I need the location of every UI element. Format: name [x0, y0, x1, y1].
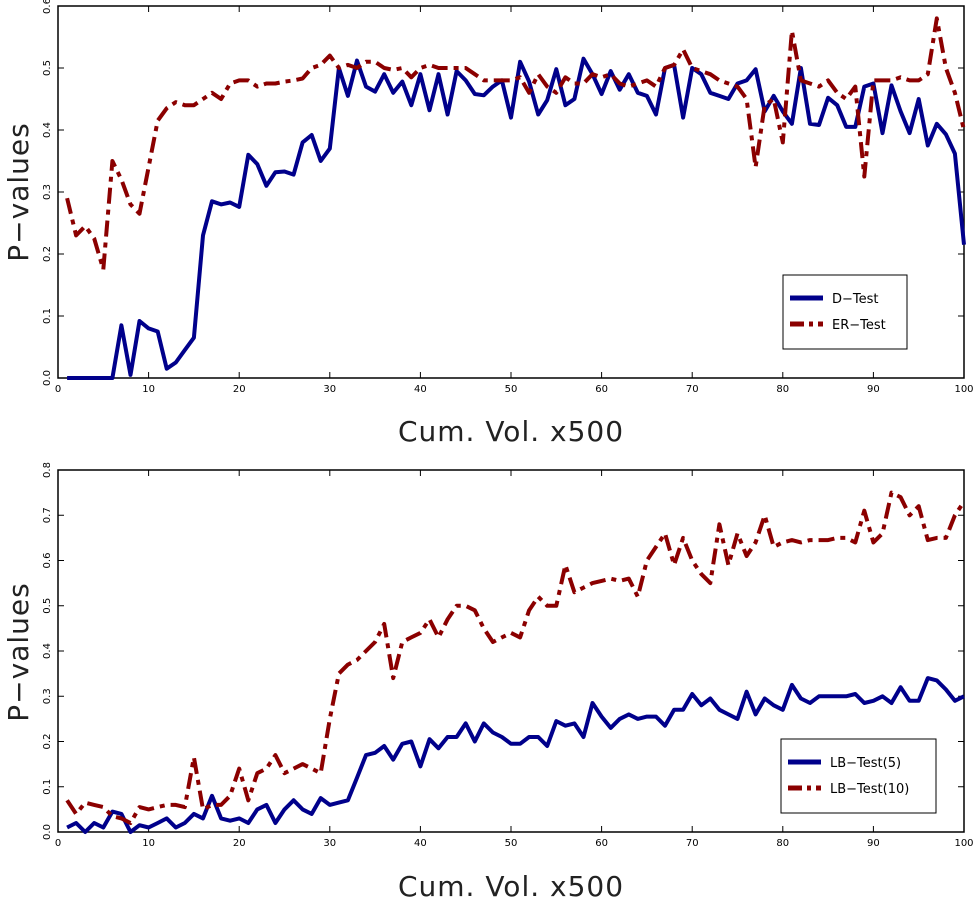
x-tick-label: 0	[55, 838, 61, 849]
y-tick-label: 0.0	[42, 370, 53, 386]
axes-ticks-bottom: 0 10 20 30 40 50 60 70 80 90 100 0.0 0.1 0.2 0.3 0.4 0.5…	[42, 462, 974, 849]
y-axis-title-top: P−values	[2, 122, 35, 261]
y-tick-label: 0.4	[42, 122, 53, 138]
x-tick-label: 90	[867, 384, 880, 395]
legend-box-top	[782, 274, 908, 350]
y-tick-label: 0.7	[42, 507, 53, 523]
y-tick-label: 0.1	[42, 779, 53, 795]
x-tick-label: 80	[776, 384, 789, 395]
x-tick-label: 30	[323, 384, 336, 395]
y-tick-label: 0.8	[42, 462, 53, 478]
legend-box-bottom	[780, 738, 937, 814]
y-tick-label: 0.6	[42, 0, 53, 14]
x-tick-label: 50	[505, 838, 518, 849]
y-tick-label: 0.5	[42, 60, 53, 76]
y-tick-label: 0.2	[42, 734, 53, 750]
series-group-top	[65, 16, 966, 380]
x-tick-label: 80	[776, 838, 789, 849]
x-tick-label: 100	[954, 384, 973, 395]
x-tick-label: 70	[686, 384, 699, 395]
y-tick-label: 0.4	[42, 643, 53, 659]
y-tick-label: 0.0	[42, 824, 53, 840]
x-tick-label: 90	[867, 838, 880, 849]
y-tick-label: 0.3	[42, 688, 53, 704]
x-tick-label: 40	[414, 384, 427, 395]
x-tick-label: 20	[233, 838, 246, 849]
y-tick-label: 0.6	[42, 553, 53, 569]
legend-label-lb-test-5: LB−Test(5)	[830, 756, 901, 771]
x-axis-title-top: Cum. Vol. x500	[398, 415, 624, 448]
legend-label-lb-test-10: LB−Test(10)	[830, 782, 909, 797]
x-tick-label: 20	[233, 384, 246, 395]
series-line-top-0	[67, 56, 966, 380]
chart-top: 0 10 20 30 40 50 60 70 80 90 100 0.0 0.1 0.2 0.3 0.4 0.5…	[2, 0, 974, 448]
legend-top: D−Test ER−Test	[782, 274, 908, 350]
legend-label-d-test: D−Test	[832, 292, 879, 307]
y-axis-title-bottom: P−values	[2, 582, 35, 721]
legend-label-er-test: ER−Test	[832, 318, 886, 333]
series-line-bottom-0	[66, 676, 965, 834]
x-tick-label: 10	[142, 838, 155, 849]
series-line-top-1	[65, 16, 966, 272]
series-group-bottom	[65, 490, 966, 834]
x-tick-label: 30	[323, 838, 336, 849]
series-line-bottom-1	[65, 490, 966, 825]
x-tick-label: 100	[954, 838, 973, 849]
y-tick-label: 0.2	[42, 246, 53, 262]
legend-bottom: LB−Test(5) LB−Test(10)	[780, 738, 937, 814]
x-tick-label: 60	[595, 384, 608, 395]
x-tick-label: 70	[686, 838, 699, 849]
x-tick-label: 0	[55, 384, 61, 395]
x-tick-label: 60	[595, 838, 608, 849]
y-tick-label: 0.3	[42, 184, 53, 200]
axes-ticks-top: 0 10 20 30 40 50 60 70 80 90 100 0.0 0.1 0.2 0.3 0.4 0.5…	[42, 0, 974, 395]
x-axis-title-bottom: Cum. Vol. x500	[398, 870, 624, 903]
x-tick-label: 10	[142, 384, 155, 395]
y-tick-label: 0.1	[42, 308, 53, 324]
x-tick-label: 40	[414, 838, 427, 849]
x-tick-label: 50	[505, 384, 518, 395]
chart-bottom: 0 10 20 30 40 50 60 70 80 90 100 0.0 0.1 0.2 0.3 0.4 0.5…	[2, 462, 974, 903]
y-tick-label: 0.5	[42, 598, 53, 614]
